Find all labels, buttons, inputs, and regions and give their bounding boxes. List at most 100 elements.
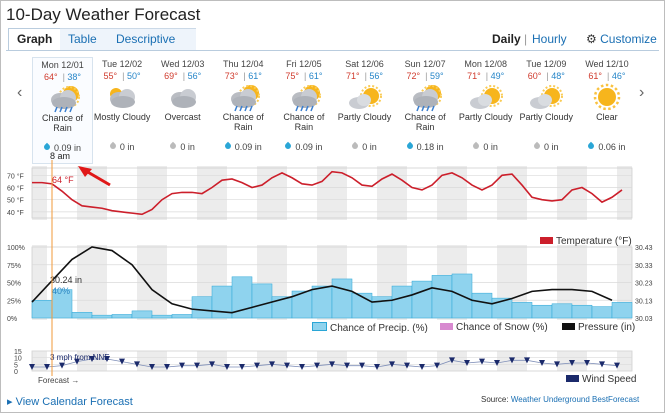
high-temp: 55° [103, 71, 118, 81]
day-name: Thu 12/04 [223, 59, 264, 69]
day-column[interactable]: Wed 12/03 69° | 56° Overcast 0 in [153, 57, 212, 162]
high-temp: 73° [224, 71, 239, 81]
day-column[interactable]: Tue 12/09 60° | 48° Partly Cloudy 0 in [517, 57, 576, 162]
pressure-line [31, 246, 613, 314]
day-column[interactable]: Sat 12/06 71° | 56° Partly Cloudy 0 in [335, 57, 394, 162]
temp-tick-label: 60 °F [7, 185, 24, 193]
precip-readout: 40% [52, 286, 70, 296]
wind-arrow-icon [179, 362, 185, 369]
day-column[interactable]: Wed 12/10 61° | 46° Clear 0.06 in [577, 57, 636, 162]
precip-bar [131, 310, 153, 319]
low-temp: 59° [430, 71, 444, 81]
tab-table[interactable]: Table [60, 28, 112, 50]
night-shade [512, 351, 527, 371]
raindrop-icon [532, 141, 542, 151]
precip-amount: 0.18 in [396, 141, 455, 152]
wind-arrow-icon [539, 360, 545, 366]
precip-bar [191, 296, 213, 319]
view-separator: | [524, 32, 528, 46]
wind-readout: 3 mph from NNE [50, 353, 110, 362]
precip-tick-label: 50% [7, 281, 21, 288]
panel-border [31, 167, 633, 219]
day-temps: 72° | 59° [406, 71, 444, 81]
hourly-toggle[interactable]: Hourly [532, 32, 567, 46]
view-calendar-link[interactable]: ▸ View Calendar Forecast [7, 395, 133, 408]
precip-bar [411, 280, 433, 319]
night-shade [32, 351, 47, 371]
day-name: Sun 12/07 [404, 59, 446, 69]
night-shade [437, 166, 452, 220]
wind-arrow-icon [524, 357, 530, 364]
raindrop-icon [223, 141, 233, 151]
condition-text: Chance of Rain [404, 112, 446, 132]
night-shade [332, 351, 347, 371]
day-name: Wed 12/10 [585, 59, 629, 69]
day-temps: 75° | 61° [285, 71, 323, 81]
day-column[interactable]: Mon 12/01 64° | 38° Chance of Rain 0.09 in [32, 57, 93, 164]
precip-bar [511, 302, 533, 319]
wind-arrow-icon [509, 357, 515, 364]
night-shade [152, 351, 167, 371]
legend-temperature: Temperature (°F) [540, 236, 632, 247]
day-name: Sat 12/06 [345, 59, 384, 69]
low-temp: 49° [490, 71, 505, 81]
wind-arrow-icon [59, 362, 65, 369]
overcast-icon [170, 89, 196, 108]
low-temp: 56° [369, 71, 384, 81]
wind-tick-label: 0 [14, 369, 18, 376]
wind-arrow-icon [299, 364, 305, 370]
legend-pressure: Pressure (in) [562, 322, 635, 333]
day-column[interactable]: Fri 12/05 75° | 61° Chance of Rain 0.09 in [274, 57, 333, 162]
condition-text: Partly Cloudy [458, 112, 513, 122]
day-temps: 73° | 61° [224, 71, 262, 81]
raindrop-icon [42, 142, 52, 152]
day-temps: 64° | 38° [43, 72, 82, 82]
day-column[interactable]: Thu 12/04 73° | 61° Chance of Rain 0.09 in [214, 57, 273, 162]
night-shade [572, 351, 587, 371]
precip-bar [391, 285, 413, 319]
prev-arrow-icon[interactable]: ‹ [17, 84, 23, 101]
raindrop-icon [350, 141, 360, 151]
condition-text: Partly Cloudy [519, 112, 574, 122]
customize-link[interactable]: ⚙ Customize [586, 32, 657, 46]
precip-amount: 0 in [456, 141, 515, 152]
raindrop-icon [472, 141, 481, 151]
next-arrow-icon[interactable]: › [639, 84, 645, 101]
day-temps: 71° | 56° [345, 71, 384, 81]
view-calendar-label: View Calendar Forecast [15, 396, 133, 408]
low-temp: 48° [551, 71, 565, 81]
tab-graph[interactable]: Graph [8, 28, 66, 50]
day-temps: 60° | 48° [527, 71, 565, 81]
high-temp: 75° [285, 71, 299, 81]
pressure-tick-label: 30.13 [635, 298, 653, 305]
tab-underline [6, 50, 659, 51]
night-shade [512, 166, 527, 220]
pressure-readout: 30.24 in [50, 275, 82, 285]
night-shade [617, 351, 632, 371]
raindrop-icon [169, 141, 178, 151]
day-name: Mon 12/08 [464, 59, 507, 69]
wind-arrow-icon [434, 362, 440, 369]
daily-toggle[interactable]: Daily [492, 32, 521, 46]
partly-cloudy-icon [348, 85, 382, 109]
mostly-cloudy-icon [110, 88, 136, 108]
day-name: Fri 12/05 [286, 59, 322, 69]
high-temp: 69° [164, 71, 178, 81]
precip-amount: 0 in [335, 141, 394, 152]
precip-bar [611, 302, 633, 319]
night-shade [197, 351, 212, 371]
source-link[interactable]: Weather Underground BestForecast [510, 395, 640, 404]
precip-bar [331, 278, 353, 319]
night-shade [257, 166, 272, 220]
wind-arrow-icon [479, 358, 485, 365]
precip-amount: 0.06 in [577, 141, 636, 152]
day-column[interactable]: Sun 12/07 72° | 59° Chance of Rain 0.18 in [396, 57, 455, 162]
wind-tick-label: 10 [14, 356, 22, 363]
precip-amount: 0 in [93, 141, 152, 152]
day-column[interactable]: Tue 12/02 55° | 50° Mostly Cloudy 0 in [93, 57, 152, 162]
tab-descriptive[interactable]: Descriptive [108, 28, 196, 50]
day-column[interactable]: Mon 12/08 71° | 49° Partly Cloudy 0 in [456, 57, 515, 162]
precip-bar [571, 304, 593, 319]
wind-arrow-icon [449, 357, 455, 364]
